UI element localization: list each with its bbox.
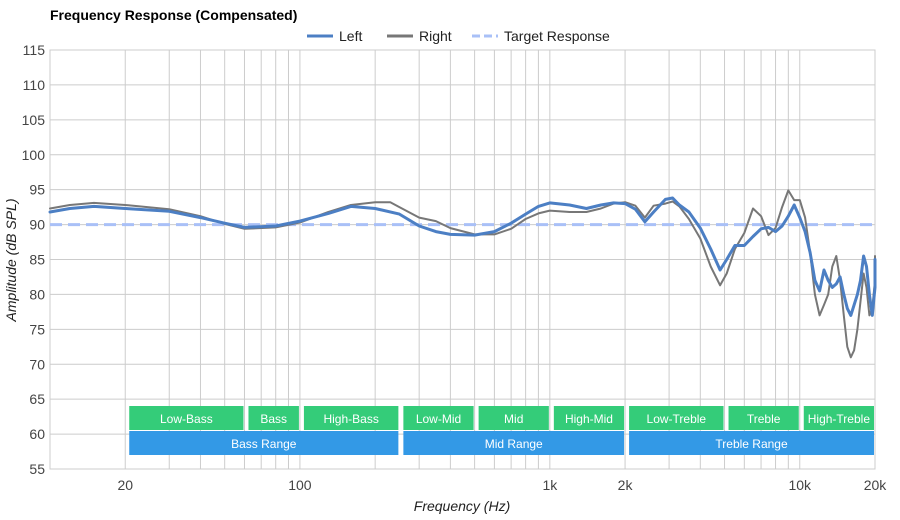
band-label-treble: Treble [747,412,781,426]
y-tick-label: 110 [23,77,46,93]
band-treble [728,406,799,430]
series-lines [48,189,877,359]
band-mid [478,406,549,430]
x-tick-label: 2k [618,477,634,493]
x-tick-label: 10k [788,477,812,493]
series-line-left [48,196,877,317]
legend-label-left: Left [339,28,362,44]
band-label-high-treble: High-Treble [808,412,871,426]
y-tick-label: 105 [22,112,46,128]
band-low-treble [629,406,724,430]
x-axis-label: Frequency (Hz) [414,498,510,514]
band-bass-range [129,431,399,455]
band-label-treble-range: Treble Range [715,437,788,451]
band-mid-range [403,431,625,455]
y-tick-label: 100 [22,147,46,163]
band-low-mid [403,406,474,430]
x-tick-label: 20k [864,477,888,493]
y-tick-label: 115 [23,42,46,58]
y-axis-label: Amplitude (dB SPL) [3,199,19,323]
x-axis-ticks: 20 100 1k 2k 10k 20k [117,477,887,493]
y-tick-label: 80 [29,286,45,302]
band-label-mid-range: Mid Range [485,437,543,451]
band-label-high-bass: High-Bass [323,412,378,426]
x-tick-label: 1k [542,477,558,493]
y-tick-label: 95 [29,182,45,198]
band-label-low-treble: Low-Treble [647,412,707,426]
band-label-bass: Bass [260,412,287,426]
y-tick-label: 90 [29,217,45,233]
range-bands: Low-Bass Bass High-Bass Low-Mid Mid High-Mid L… [129,406,874,455]
y-tick-label: 65 [29,391,45,407]
legend-label-right: Right [419,28,452,44]
band-label-low-mid: Low-Mid [416,412,461,426]
legend-label-target-response: Target Response [504,28,610,44]
band-treble-range [629,431,874,455]
x-tick-label: 20 [117,477,133,493]
band-label-bass-range: Bass Range [231,437,297,451]
y-tick-label: 75 [29,321,45,337]
y-tick-label: 60 [29,426,45,442]
band-high-treble [803,406,874,430]
band-label-mid: Mid [504,412,523,426]
y-tick-label: 85 [29,252,45,268]
band-high-bass [303,406,399,430]
x-tick-label: 100 [288,477,312,493]
band-low-bass [129,406,244,430]
chart-title: Frequency Response (Compensated) [50,7,297,23]
y-axis-ticks: 55 60 65 70 75 80 85 90 95 100 105 110 115 [22,42,46,477]
y-tick-label: 70 [29,356,45,372]
band-bass [248,406,299,430]
series-line-right [49,189,876,359]
legend: Left Right Target Response [307,28,610,44]
y-tick-label: 55 [29,461,45,477]
band-label-low-bass: Low-Bass [160,412,213,426]
band-label-high-mid: High-Mid [565,412,613,426]
band-high-mid [553,406,625,430]
